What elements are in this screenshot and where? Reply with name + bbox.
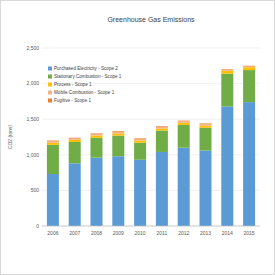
x-tick-label: 2011 [157,230,168,236]
legend-label: Stationary Combustion - Scope 1 [54,74,122,79]
bar-segment [178,120,190,122]
bar-segment [91,158,103,226]
bar-segment [221,69,233,71]
bar-segment [221,70,233,72]
x-tick-label: 2015 [244,230,255,236]
bar-segment [178,123,190,125]
legend-label: Fugitive - Scope 1 [54,98,91,103]
legend: Purchased Electricity - Scope 2 Stationar… [48,66,122,103]
bar-segment [200,128,212,151]
bar-segment [47,145,59,174]
bar-segment [243,70,255,102]
chart: Greenhouse Gas Emissions CO2 (tons) 0 500 1,… [0,0,275,275]
legend-label: Purchased Electricity - Scope 2 [54,66,118,71]
bar-segment [156,131,168,152]
y-tick-label: 2,500 [26,45,39,51]
bar-segment [178,125,190,148]
bar-segment [69,163,81,226]
bar-segment [200,123,212,125]
bar-segment [47,174,59,226]
bar-segment [69,142,81,163]
background [1,1,275,275]
bar-segment [243,67,255,70]
bar-segment [134,139,146,140]
bar-segment [69,140,81,142]
bar-segment [112,133,124,135]
bar-segment [178,148,190,226]
bar-segment [200,124,212,125]
x-tick-label: 2010 [135,230,146,236]
grid-line [42,226,260,227]
y-tick-label: 1,000 [26,152,39,158]
bar-segment [69,138,81,139]
bars [47,66,255,226]
bar-segment [134,143,146,160]
x-tick-label: 2009 [113,230,124,236]
bar-segment [91,133,103,135]
legend-label: Process - Scope 1 [54,82,92,87]
bar-segment [91,134,103,135]
bar-segment [112,131,124,133]
bar-segment [200,151,212,226]
bar-segment [200,126,212,128]
y-tick-label: 2,000 [26,80,39,86]
bar-segment [69,137,81,139]
bar-segment [47,141,59,142]
bar-segment [134,138,146,140]
bar-segment [178,121,190,122]
x-tick-label: 2013 [200,230,211,236]
legend-swatch [48,67,52,71]
bar-segment [134,160,146,226]
bar-segment [112,132,124,133]
bar-segment [112,136,124,157]
title: Greenhouse Gas Emissions [107,16,195,23]
bar-segment [221,71,233,74]
legend-label: Mobile Combustion - Scope 1 [54,90,115,95]
y-tick-label: 500 [31,187,40,193]
bar-segment [47,140,59,142]
x-tick-label: 2014 [222,230,233,236]
bar-segment [221,106,233,226]
x-tick-label: 2007 [69,230,80,236]
legend-swatch [48,83,52,87]
legend-swatch [48,75,52,79]
bar-segment [156,126,168,128]
y-tick-label: 0 [36,223,39,229]
bar-segment [91,136,103,138]
x-tick-label: 2008 [91,230,102,236]
bar-segment [91,138,103,158]
bar-segment [156,127,168,128]
legend-swatch [48,91,52,95]
bar-segment [243,102,255,226]
bar-segment [243,65,255,67]
bar-segment [134,141,146,143]
x-axis [42,226,260,227]
y-tick-label: 1,500 [26,116,39,122]
bar-segment [47,143,59,145]
legend-swatch [48,99,52,103]
bar-segment [112,156,124,226]
y-axis-label: CO2 (tons) [7,124,13,149]
grid-line [42,48,260,49]
x-tick-label: 2006 [47,230,58,236]
bar-segment [156,128,168,130]
bar-segment [221,74,233,107]
bar-segment [156,152,168,226]
x-tick-label: 2012 [178,230,189,236]
bar-segment [243,66,255,68]
